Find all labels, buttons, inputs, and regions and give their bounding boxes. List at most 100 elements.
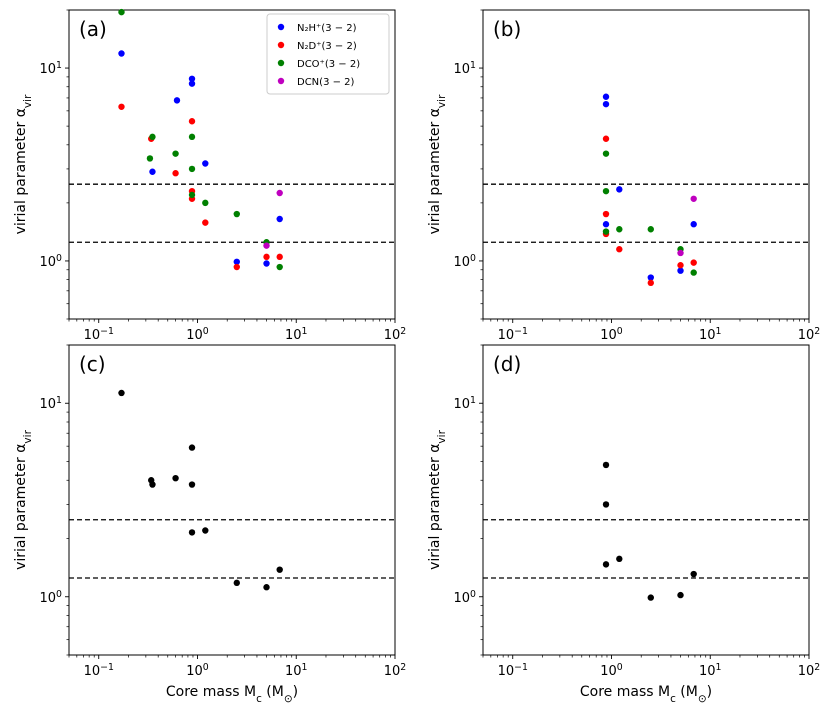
x-axis-label: Core mass Mc (M⊙)	[166, 684, 298, 705]
data-point	[118, 389, 125, 397]
data-point	[690, 259, 697, 266]
y-axis-label: virial parameter αvir	[427, 429, 448, 569]
data-point	[276, 189, 283, 197]
data-point	[276, 566, 283, 573]
plot-frame	[482, 344, 810, 656]
data-point	[276, 263, 283, 271]
x-tick-label: 101	[285, 326, 308, 344]
data-point	[146, 155, 154, 162]
data-point	[602, 150, 610, 157]
data-point	[202, 160, 209, 167]
y-tick-label: 101	[454, 395, 477, 413]
data-point	[690, 221, 697, 228]
legend-marker	[277, 23, 285, 31]
data-point	[188, 481, 196, 488]
data-point	[149, 481, 156, 488]
data-point	[263, 242, 270, 249]
data-point	[616, 226, 623, 233]
panel-a: 10−1 100 101 102 100 101 (a) virial parameter α…	[13, 8, 406, 344]
data-point	[188, 444, 196, 451]
legend-entry: DCO⁺(3 − 2)	[297, 59, 360, 70]
data-point	[188, 133, 196, 141]
data-point	[263, 253, 270, 261]
panel-b: 10−1 100 101 102 100 101 (b) virial parameter α…	[427, 9, 821, 344]
data-point	[172, 150, 179, 157]
x-tick-label: 10−1	[84, 326, 114, 344]
x-tick-label: 100	[186, 662, 209, 680]
data-point	[602, 100, 610, 108]
data-point	[202, 199, 209, 207]
data-point	[118, 50, 125, 57]
data-point	[172, 474, 179, 482]
legend-entry: N₂D⁺(3 − 2)	[297, 41, 357, 52]
y-tick-label: 100	[454, 588, 477, 606]
data-point	[188, 118, 196, 125]
legend: N₂H⁺(3 − 2) N₂D⁺(3 − 2) DCO⁺(3 − 2) DCN(3 −…	[266, 13, 390, 95]
x-tick-label: 102	[798, 326, 821, 344]
data-point	[690, 570, 697, 578]
y-tick-label: 101	[454, 60, 477, 78]
y-tick-label: 101	[40, 395, 63, 413]
data-point	[616, 246, 623, 253]
data-point	[172, 170, 179, 177]
data-point	[677, 262, 684, 269]
data-point	[263, 260, 270, 267]
x-tick-label: 100	[600, 662, 623, 680]
panel-label: (c)	[79, 352, 106, 376]
legend-entry: N₂H⁺(3 − 2)	[297, 23, 357, 34]
x-tick-label: 10−1	[498, 326, 528, 344]
data-point	[602, 228, 610, 235]
plot-frame	[68, 344, 396, 656]
data-point	[690, 269, 697, 276]
x-tick-label: 101	[699, 326, 722, 344]
data-point	[677, 591, 684, 599]
data-point	[233, 579, 240, 587]
data-point	[677, 267, 684, 274]
legend-marker	[277, 77, 285, 85]
data-point	[616, 555, 623, 563]
data-point	[647, 274, 654, 281]
data-point	[149, 168, 156, 175]
data-point	[188, 529, 196, 536]
panel-label: (b)	[493, 17, 521, 41]
data-point	[602, 187, 610, 195]
data-point	[276, 215, 283, 223]
data-point	[602, 221, 610, 228]
data-point	[616, 186, 623, 193]
panel-label: (d)	[493, 352, 521, 376]
data-point	[602, 501, 610, 508]
x-tick-label: 100	[600, 326, 623, 344]
data-point	[602, 93, 610, 100]
y-tick-label: 100	[40, 588, 63, 606]
y-tick-label: 100	[40, 252, 63, 270]
panel-c: 10−1 100 101 102 100 101 (c) virial parameter α…	[13, 344, 406, 705]
data-point	[118, 8, 125, 16]
data-point	[677, 249, 684, 257]
data-point	[188, 80, 196, 87]
x-tick-label: 101	[699, 662, 722, 680]
x-tick-label: 102	[798, 662, 821, 680]
data-point	[602, 461, 610, 469]
x-tick-label: 10−1	[84, 662, 114, 680]
panel-label: (a)	[79, 17, 107, 41]
data-point	[202, 527, 209, 534]
data-point	[233, 263, 240, 271]
x-tick-label: 10−1	[498, 662, 528, 680]
x-axis-label: Core mass Mc (M⊙)	[580, 684, 712, 705]
plot-frame	[482, 9, 810, 320]
data-point	[647, 226, 654, 233]
data-point	[690, 195, 697, 202]
legend-box	[266, 13, 390, 95]
legend-marker	[277, 59, 285, 67]
x-tick-label: 101	[285, 662, 308, 680]
data-point	[602, 135, 610, 142]
data-point	[149, 133, 156, 141]
data-point	[602, 210, 610, 218]
y-tick-label: 101	[40, 60, 63, 78]
data-point	[202, 219, 209, 226]
data-point	[188, 75, 196, 82]
legend-marker	[277, 41, 285, 49]
y-axis-label: virial parameter αvir	[427, 94, 448, 234]
